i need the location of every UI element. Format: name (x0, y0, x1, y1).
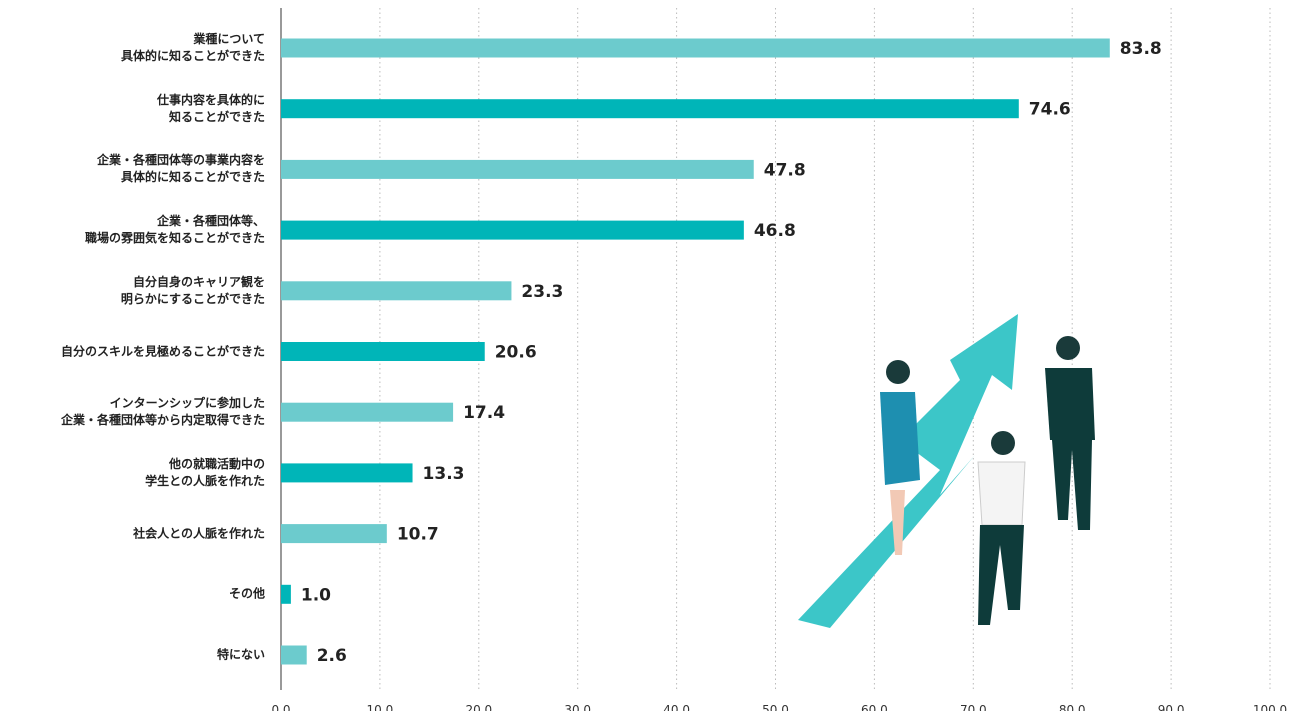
value-label: 17.4 (463, 403, 505, 423)
category-label: 社会人との人脈を作れた (133, 526, 265, 541)
x-tick-label: 30.0 (564, 703, 591, 711)
x-tick-label: 60.0 (861, 703, 888, 711)
category-label: 企業・各種団体等の事業内容を 具体的に知ることができた (96, 153, 265, 185)
x-tick-label: 100.0 (1253, 703, 1287, 711)
person-head (886, 360, 910, 384)
value-label: 1.0 (301, 585, 331, 605)
bar (281, 402, 454, 422)
value-label: 13.3 (423, 464, 465, 484)
bar (281, 463, 413, 483)
bar (281, 281, 512, 301)
person-legs (978, 525, 1024, 625)
category-label: 企業・各種団体等、 職場の雰囲気を知ることができた (84, 214, 265, 246)
bar (281, 99, 1019, 119)
x-tick-label: 0.0 (271, 703, 290, 711)
person-head (991, 431, 1015, 455)
illustration (798, 314, 1095, 628)
bar (281, 38, 1110, 58)
category-label: 自分自身のキャリア観を 明らかにすることができた (120, 274, 265, 306)
value-label: 83.8 (1120, 39, 1162, 59)
bar (281, 159, 754, 179)
value-label: 23.3 (521, 282, 563, 302)
person-body (1045, 368, 1095, 440)
value-label: 47.8 (764, 160, 806, 180)
arrow (798, 314, 1018, 628)
value-label: 20.6 (495, 343, 537, 363)
bar (281, 342, 485, 361)
x-tick-label: 80.0 (1059, 703, 1086, 711)
value-label: 2.6 (317, 646, 347, 666)
x-tick-label: 90.0 (1158, 703, 1185, 711)
x-tick-label: 20.0 (465, 703, 492, 711)
x-tick-label: 50.0 (762, 703, 789, 711)
category-label: 仕事内容を具体的に 知ることができた (156, 92, 265, 124)
person-legs (1052, 440, 1092, 530)
bar (281, 220, 744, 240)
bar (281, 584, 291, 604)
value-label: 74.6 (1029, 100, 1071, 120)
category-label: その他 (228, 586, 265, 601)
x-tick-label: 40.0 (663, 703, 690, 711)
value-label: 10.7 (397, 525, 439, 545)
person-body (880, 392, 920, 485)
person-body (977, 461, 1026, 526)
category-label: インターンシップに参加した 企業・各種団体等から内定取得できた (60, 396, 265, 428)
category-label: 自分のスキルを見極めることができた (60, 344, 265, 358)
category-label: 特にない (216, 647, 265, 662)
category-label: 業種について 具体的に知ることができた (120, 32, 265, 63)
category-label: 他の就職活動中の 学生との人脈を作れた (145, 456, 265, 488)
bar (281, 645, 307, 665)
x-tick-label: 70.0 (960, 703, 987, 711)
x-tick-label: 10.0 (367, 703, 394, 711)
person-legs (890, 490, 905, 555)
bar (281, 524, 387, 544)
person-head (1056, 336, 1080, 360)
value-label: 46.8 (754, 221, 796, 241)
